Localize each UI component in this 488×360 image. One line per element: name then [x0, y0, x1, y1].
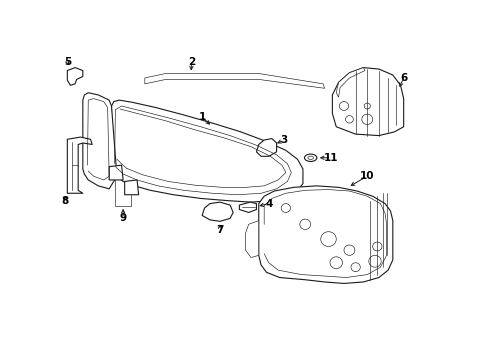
Text: 2: 2 — [187, 57, 195, 67]
Polygon shape — [109, 165, 123, 180]
Polygon shape — [258, 186, 392, 283]
Polygon shape — [67, 137, 92, 193]
Text: 3: 3 — [280, 135, 287, 145]
Text: 6: 6 — [399, 73, 407, 83]
Text: 1: 1 — [198, 112, 205, 122]
Polygon shape — [245, 221, 258, 257]
Polygon shape — [111, 100, 302, 202]
Ellipse shape — [304, 154, 316, 162]
Polygon shape — [336, 68, 364, 97]
Text: 11: 11 — [323, 153, 337, 163]
Polygon shape — [67, 68, 82, 85]
Polygon shape — [332, 68, 403, 136]
Polygon shape — [144, 73, 324, 88]
Polygon shape — [124, 180, 138, 195]
Text: 10: 10 — [359, 171, 374, 181]
Text: 4: 4 — [264, 199, 272, 208]
Polygon shape — [256, 139, 276, 156]
Text: 5: 5 — [63, 57, 71, 67]
Polygon shape — [239, 202, 256, 212]
Text: 7: 7 — [216, 225, 223, 235]
Polygon shape — [202, 202, 233, 221]
Polygon shape — [82, 93, 117, 189]
Text: 9: 9 — [120, 213, 126, 224]
Text: 8: 8 — [61, 195, 68, 206]
